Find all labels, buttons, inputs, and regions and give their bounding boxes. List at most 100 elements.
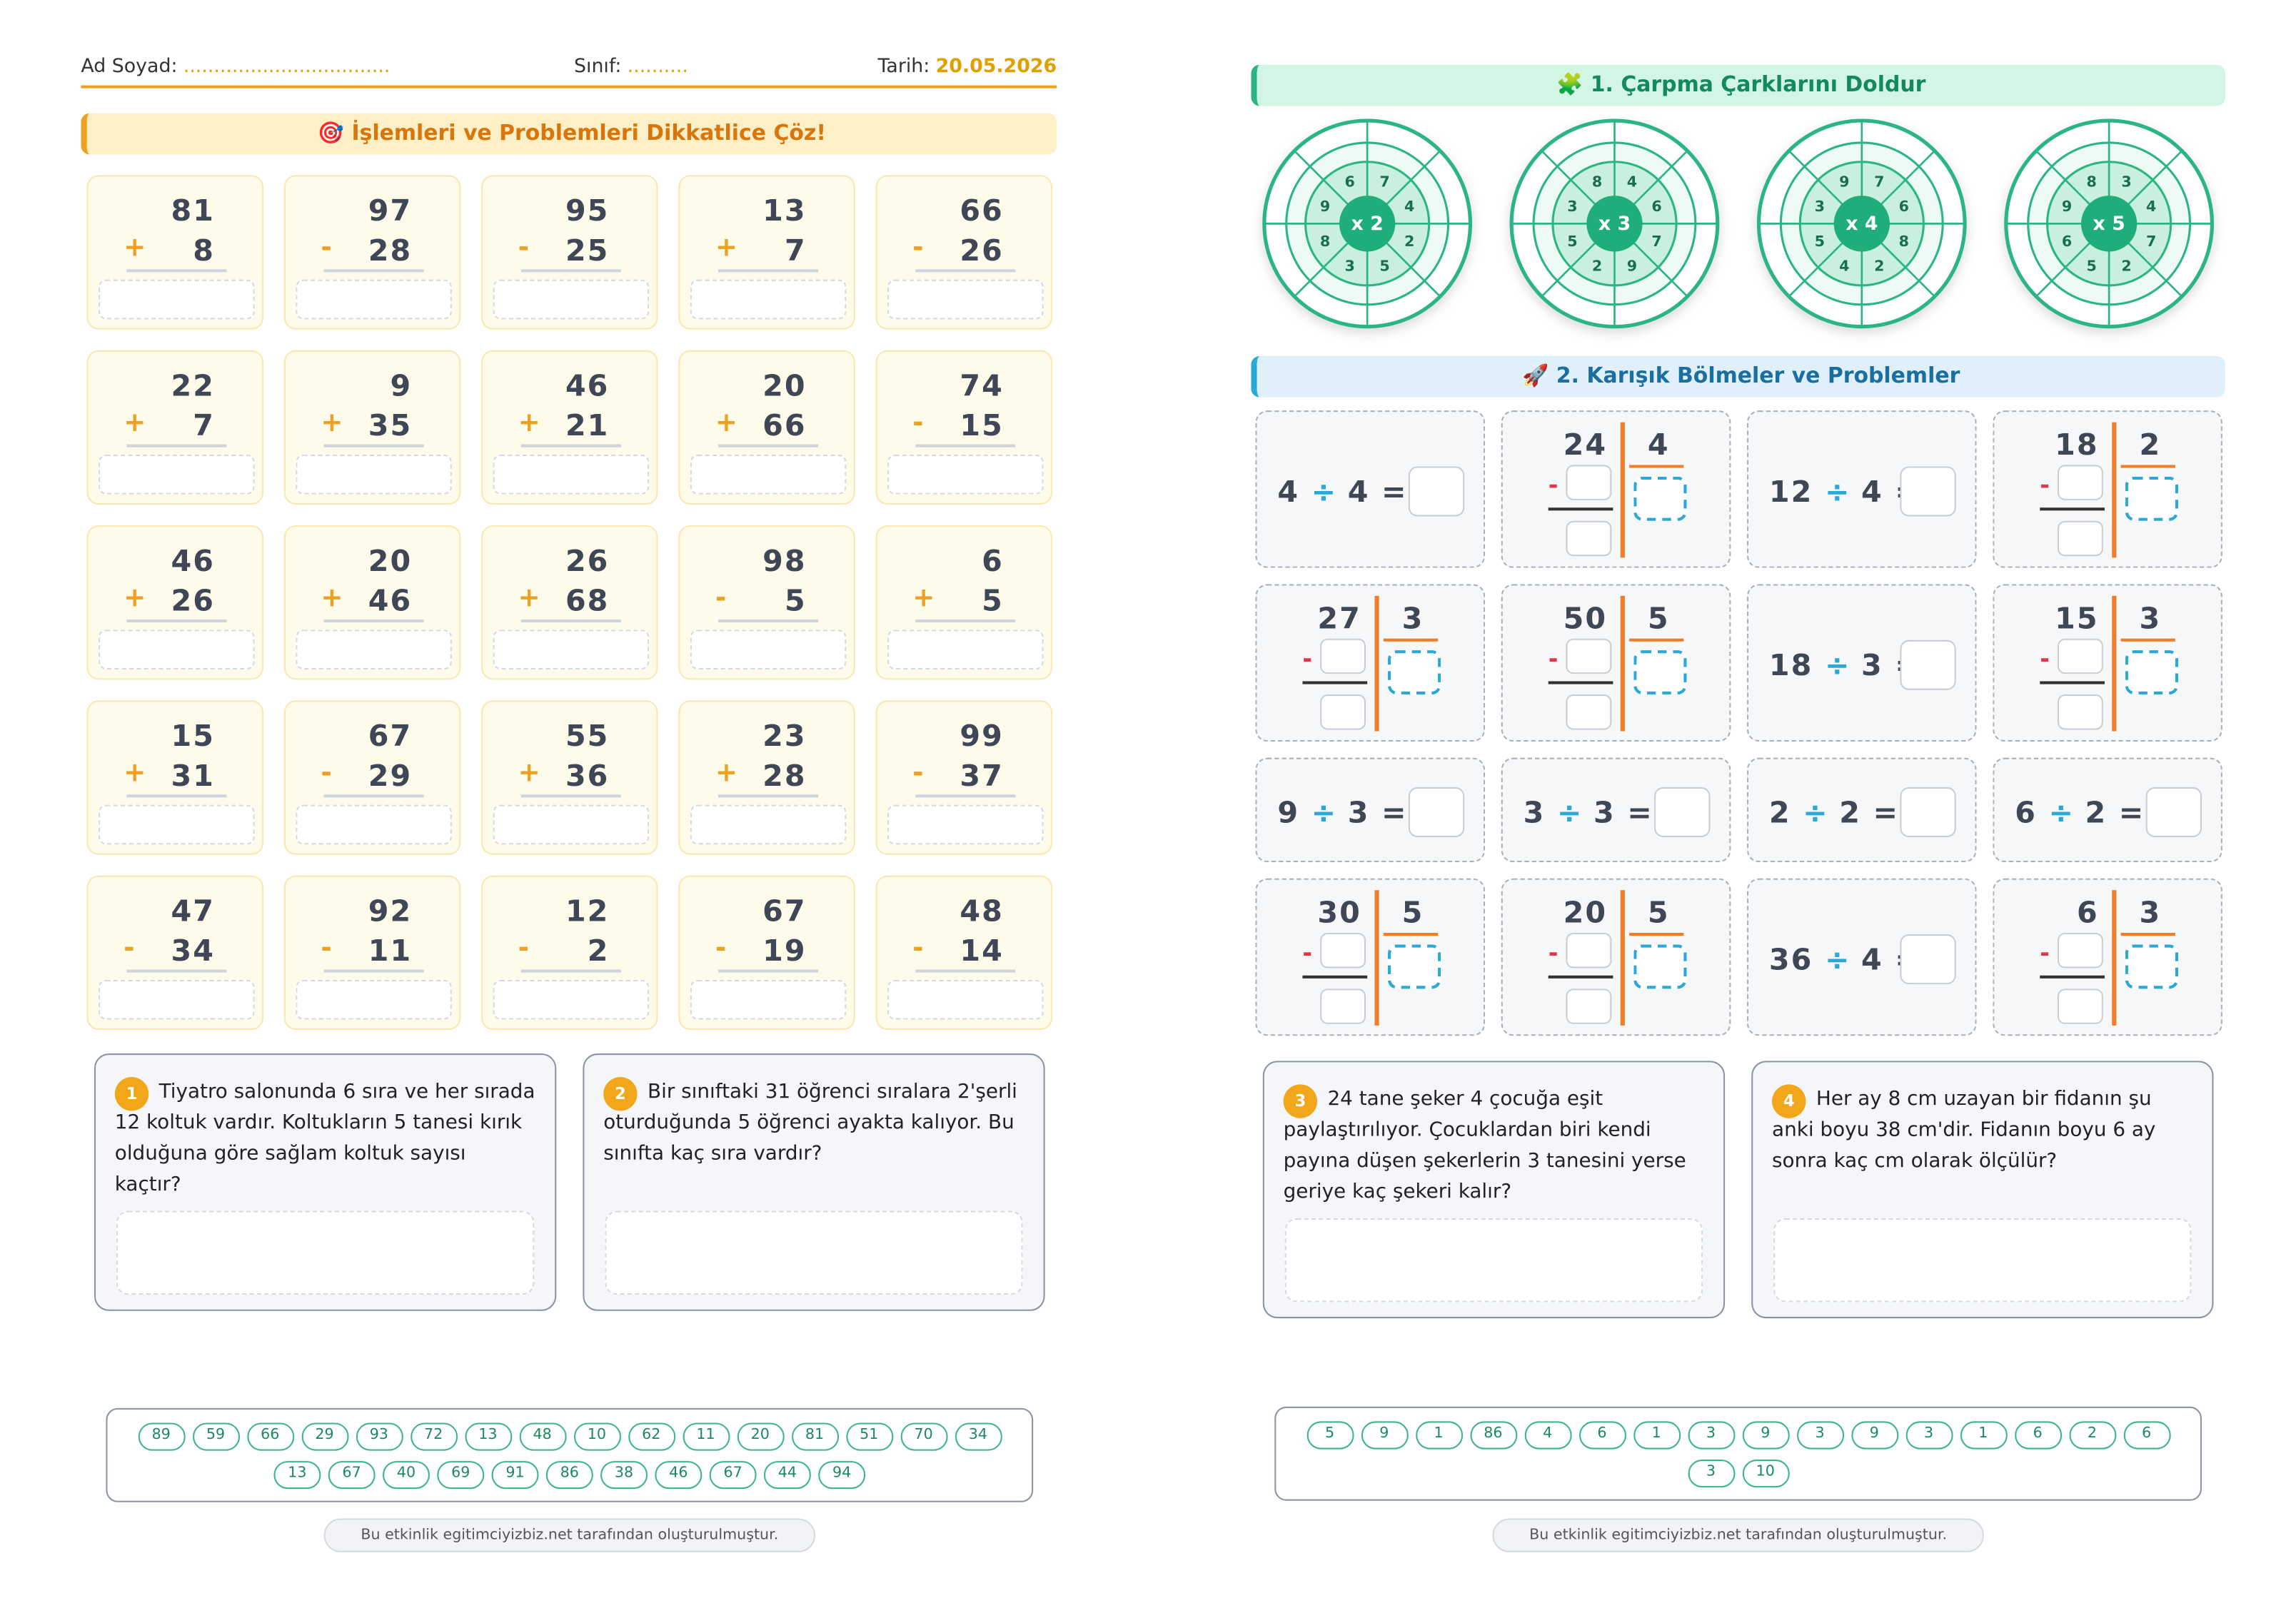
divisor: 3	[1593, 794, 1616, 829]
answer-chip: 94	[818, 1460, 866, 1489]
wheel-number: 4	[1404, 198, 1414, 215]
answer-box	[1900, 934, 1956, 984]
divisor: 4	[1861, 472, 1883, 509]
spoke	[1385, 241, 1441, 298]
answer-chip: 9	[1360, 1420, 1408, 1449]
spoke	[1788, 150, 1844, 206]
operation-card: 98 - 5	[678, 525, 855, 680]
answer-box	[2145, 786, 2202, 836]
division-expression: 18÷3=	[1769, 647, 1920, 682]
wheel-number: 4	[1627, 173, 1637, 190]
spoke	[1632, 150, 1688, 206]
equals: =	[1381, 472, 1406, 509]
quotient-box	[1633, 476, 1687, 521]
dividend: 9	[1277, 794, 1300, 829]
operator: +	[715, 232, 738, 264]
bottom-number: 28	[762, 757, 807, 794]
answer-box	[1654, 786, 1711, 836]
subtract-box	[2057, 932, 2103, 969]
spoke	[2035, 150, 2091, 206]
answer-box	[296, 455, 452, 495]
operation-card: 55 +36	[481, 700, 658, 855]
dividend: 36	[1768, 941, 1813, 976]
multiplication-wheel: x 2 6 74 25 38 9	[1262, 118, 1473, 329]
division-card: 30 5 -	[1255, 878, 1486, 1036]
top-number: 46	[171, 542, 215, 579]
wheel-number: 9	[1839, 173, 1849, 190]
multiplier: x 4	[1846, 213, 1878, 235]
operator: +	[124, 232, 146, 264]
remainder-box	[2057, 988, 2103, 1024]
sum-line	[718, 444, 819, 447]
answer-box	[493, 279, 650, 320]
subtract-line	[1548, 681, 1613, 684]
answer-chip: 5	[1306, 1420, 1354, 1449]
answer-box	[296, 279, 452, 320]
operator: -	[715, 932, 727, 964]
answer-chip: 51	[845, 1422, 893, 1450]
division-card: 9 ÷ 3 =	[1255, 757, 1486, 863]
subtract-line	[2040, 507, 2105, 511]
operation-card: 74 - 15	[875, 350, 1052, 505]
sum-line	[126, 794, 227, 798]
sum-line	[520, 969, 621, 973]
spoke	[1541, 150, 1597, 206]
answer-box	[1900, 639, 1956, 689]
answer-chip: 3	[1796, 1420, 1844, 1449]
quotient-box	[2125, 650, 2179, 695]
spoke	[2035, 241, 2091, 298]
operator: -	[518, 932, 530, 964]
answer-box	[296, 629, 452, 669]
division-bar	[1620, 595, 1624, 732]
top-number: 26	[565, 542, 610, 579]
dividend: 18	[2055, 426, 2099, 462]
bottom-number: 46	[368, 582, 413, 618]
subtract-box	[2057, 638, 2103, 674]
top-number: 9	[390, 368, 413, 403]
sum-line	[520, 269, 621, 273]
top-number: 81	[171, 193, 215, 228]
class-field: Sınıf:..........	[574, 56, 688, 78]
spoke	[1880, 150, 1935, 206]
bottom-number: 14	[960, 932, 1004, 969]
top-number: 12	[565, 893, 610, 929]
operation-card: 22 +7	[86, 350, 264, 505]
name-field: Ad Soyad:...............................…	[81, 56, 390, 78]
operation-card: 20 +46	[283, 525, 461, 680]
center	[1586, 196, 1643, 252]
operation-card: 67 - 29	[283, 700, 461, 855]
answer-box	[493, 979, 650, 1020]
minus-sign: -	[2040, 470, 2050, 499]
operator: +	[518, 408, 540, 439]
center	[1339, 196, 1396, 252]
spoke	[1541, 241, 1597, 298]
operation-card: 46 +26	[86, 525, 264, 680]
section-title: 🚀 2. Karışık Bölmeler ve Problemler	[1251, 355, 2225, 398]
operator: -	[912, 408, 924, 439]
subtract-line	[1548, 507, 1613, 511]
operator: +	[124, 757, 146, 789]
spoke	[1294, 150, 1349, 206]
bottom-number: 21	[565, 408, 610, 443]
bottom-number: 7	[784, 232, 807, 268]
division-expression: 36÷4=	[1769, 941, 1920, 976]
division-bar	[2112, 890, 2116, 1026]
operator: +	[715, 757, 738, 789]
divisor: 4	[1347, 472, 1370, 509]
answer-chip: 89	[137, 1422, 185, 1450]
answer-box	[1900, 786, 1956, 836]
answer-box	[690, 629, 847, 669]
wheel-number: 9	[1320, 198, 1330, 215]
divisor-line	[1629, 932, 1684, 936]
subtract-line	[1302, 681, 1368, 684]
sum-line	[323, 969, 424, 973]
divisor: 2	[2085, 794, 2108, 829]
answer-chip: 38	[600, 1460, 648, 1489]
divisor-line	[2120, 465, 2175, 468]
sum-line	[323, 619, 424, 623]
operation-card: 15 +31	[86, 700, 264, 855]
sum-line	[915, 794, 1016, 798]
multiplication-wheel: x 5 8 34 72 56 9	[2004, 118, 2215, 329]
division-expression: 2 ÷ 2 =	[1769, 794, 1898, 829]
answer-box	[887, 455, 1044, 495]
